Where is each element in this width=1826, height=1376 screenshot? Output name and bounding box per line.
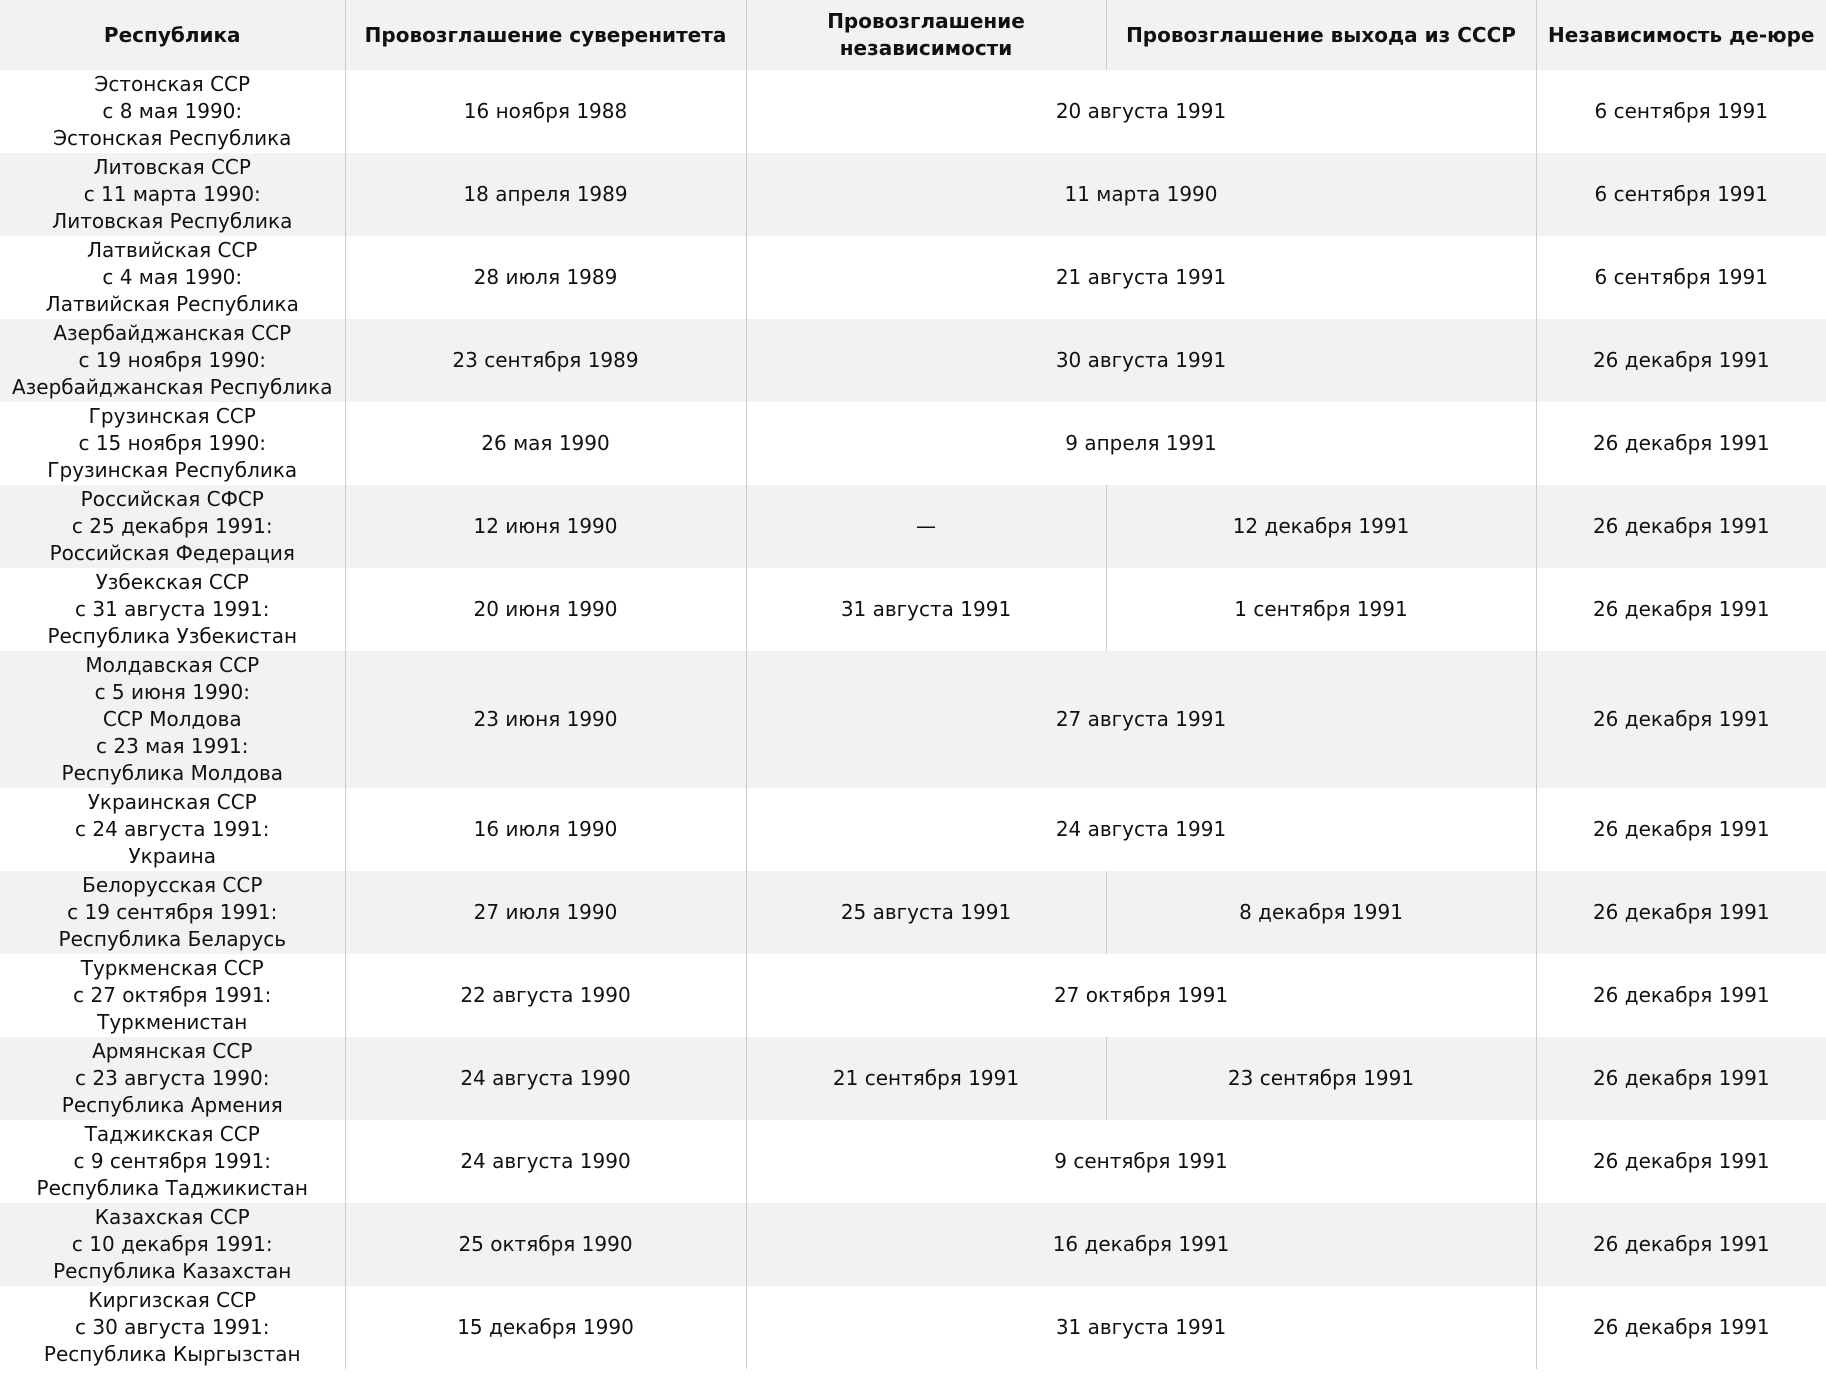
dejure-cell: 26 декабря 1991 (1535, 485, 1826, 568)
dejure-cell: 26 декабря 1991 (1535, 1286, 1826, 1369)
independence-cell: 31 августа 1991 (745, 1286, 1536, 1369)
republic-cell: Азербайджанская ССР с 19 ноября 1990: Аз… (0, 319, 345, 402)
independence-cell: 27 августа 1991 (745, 651, 1536, 788)
sovereignty-cell: 24 августа 1990 (344, 1120, 746, 1203)
row-tajikistan: Таджикская ССР с 9 сентября 1991: Респуб… (0, 1120, 1826, 1203)
republic-cell: Казахская ССР с 10 декабря 1991: Республ… (0, 1203, 345, 1286)
dejure-cell: 6 сентября 1991 (1535, 70, 1826, 153)
row-georgia: Грузинская ССР с 15 ноября 1990: Грузинс… (0, 402, 1826, 485)
independence-cell: 31 августа 1991 (745, 568, 1106, 651)
exit-ussr-cell: 23 сентября 1991 (1105, 1037, 1536, 1120)
dejure-cell: 26 декабря 1991 (1535, 402, 1826, 485)
dejure-cell: 6 сентября 1991 (1535, 153, 1826, 236)
sovereignty-cell: 16 ноября 1988 (344, 70, 746, 153)
header-row: Республика Провозглашение суверенитета П… (0, 0, 1826, 70)
row-belarus: Белорусская ССР с 19 сентября 1991: Респ… (0, 871, 1826, 954)
row-estonia: Эстонская ССР с 8 мая 1990: Эстонская Ре… (0, 70, 1826, 153)
sovereignty-cell: 24 августа 1990 (344, 1037, 746, 1120)
dejure-cell: 26 декабря 1991 (1535, 871, 1826, 954)
dejure-cell: 26 декабря 1991 (1535, 319, 1826, 402)
column-header-sovereignty: Провозглашение суверенитета (344, 0, 746, 70)
row-lithuania: Литовская ССР с 11 марта 1990: Литовская… (0, 153, 1826, 236)
exit-ussr-cell: 1 сентября 1991 (1105, 568, 1536, 651)
sovereignty-cell: 27 июля 1990 (344, 871, 746, 954)
dejure-cell: 26 декабря 1991 (1535, 568, 1826, 651)
independence-cell: 30 августа 1991 (745, 319, 1536, 402)
column-header-republic: Республика (0, 0, 345, 70)
exit-ussr-cell: 8 декабря 1991 (1105, 871, 1536, 954)
independence-cell: 9 сентября 1991 (745, 1120, 1536, 1203)
republic-cell: Эстонская ССР с 8 мая 1990: Эстонская Ре… (53, 72, 292, 150)
sovereignty-cell: 28 июля 1989 (344, 236, 746, 319)
row-kazakhstan: Казахская ССР с 10 декабря 1991: Республ… (0, 1203, 1826, 1286)
row-uzbekistan: Узбекская ССР с 31 августа 1991: Республ… (0, 568, 1826, 651)
republic-cell: Узбекская ССР с 31 августа 1991: Республ… (47, 570, 298, 648)
independence-cell: 11 марта 1990 (745, 153, 1536, 236)
dejure-cell: 26 декабря 1991 (1535, 651, 1826, 788)
republic-cell: Российская СФСР с 25 декабря 1991: Росси… (0, 485, 345, 568)
republic-cell: Литовская ССР с 11 марта 1990: Литовская… (0, 153, 345, 236)
independence-cell: 27 октября 1991 (745, 954, 1536, 1037)
sovereignty-cell: 26 мая 1990 (344, 402, 746, 485)
row-latvia: Латвийская ССР с 4 мая 1990: Латвийская … (0, 236, 1826, 319)
republic-cell: Киргизская ССР с 30 августа 1991: Респуб… (43, 1288, 301, 1366)
republic-cell: Белорусская ССР с 19 сентября 1991: Респ… (0, 871, 345, 954)
sovereignty-cell: 12 июня 1990 (344, 485, 746, 568)
column-header-exit-ussr: Провозглашение выхода из СССР (1105, 0, 1536, 70)
column-header-dejure: Независимость де-юре (1535, 0, 1826, 70)
dejure-cell: 6 сентября 1991 (1535, 236, 1826, 319)
independence-cell: 20 августа 1991 (745, 70, 1536, 153)
exit-ussr-cell: 12 декабря 1991 (1105, 485, 1536, 568)
republic-cell: Армянская ССР с 23 августа 1990: Республ… (0, 1037, 345, 1120)
table-body: Эстонская ССР с 8 мая 1990: Эстонская Ре… (0, 70, 1826, 1369)
row-ukraine: Украинская ССР с 24 августа 1991: Украин… (0, 788, 1826, 871)
dejure-cell: 26 декабря 1991 (1535, 788, 1826, 871)
independence-cell: 9 апреля 1991 (745, 402, 1536, 485)
sovereignty-cell: 25 октября 1990 (344, 1203, 746, 1286)
row-kyrgyzstan: Киргизская ССР с 30 августа 1991: Респуб… (0, 1286, 1826, 1369)
table-header: Республика Провозглашение суверенитета П… (0, 0, 1826, 70)
sovereignty-cell: 23 сентября 1989 (344, 319, 746, 402)
column-header-independence: Провозглашение независимости (745, 0, 1106, 70)
independence-cell: — (745, 485, 1106, 568)
republic-cell: Молдавская ССР с 5 июня 1990: ССР Молдов… (0, 651, 345, 788)
row-moldova: Молдавская ССР с 5 июня 1990: ССР Молдов… (0, 651, 1826, 788)
dejure-cell: 26 декабря 1991 (1535, 1037, 1826, 1120)
row-russia: Российская СФСР с 25 декабря 1991: Росси… (0, 485, 1826, 568)
dejure-cell: 26 декабря 1991 (1535, 1203, 1826, 1286)
dejure-cell: 26 декабря 1991 (1535, 1120, 1826, 1203)
independence-cell: 21 августа 1991 (745, 236, 1536, 319)
independence-cell: 24 августа 1991 (745, 788, 1536, 871)
independence-cell: 16 декабря 1991 (745, 1203, 1536, 1286)
republic-cell: Украинская ССР с 24 августа 1991: Украин… (75, 790, 270, 868)
independence-cell: 25 августа 1991 (745, 871, 1106, 954)
sovereignty-cell: 20 июня 1990 (344, 568, 746, 651)
sovereignty-cell: 15 декабря 1990 (344, 1286, 746, 1369)
republic-cell: Латвийская ССР с 4 мая 1990: Латвийская … (45, 238, 299, 316)
row-turkmenistan: Туркменская ССР с 27 октября 1991: Туркм… (0, 954, 1826, 1037)
sovereignty-cell: 23 июня 1990 (344, 651, 746, 788)
dejure-cell: 26 декабря 1991 (1535, 954, 1826, 1037)
sovereignty-cell: 16 июля 1990 (344, 788, 746, 871)
republic-cell: Таджикская ССР с 9 сентября 1991: Респуб… (36, 1122, 308, 1200)
row-azerbaijan: Азербайджанская ССР с 19 ноября 1990: Аз… (0, 319, 1826, 402)
republic-cell: Грузинская ССР с 15 ноября 1990: Грузинс… (47, 404, 298, 482)
independence-cell: 21 сентября 1991 (745, 1037, 1106, 1120)
sovereignty-cell: 22 августа 1990 (344, 954, 746, 1037)
row-armenia: Армянская ССР с 23 августа 1990: Республ… (0, 1037, 1826, 1120)
republic-cell: Туркменская ССР с 27 октября 1991: Туркм… (73, 956, 272, 1034)
sovereignty-cell: 18 апреля 1989 (344, 153, 746, 236)
